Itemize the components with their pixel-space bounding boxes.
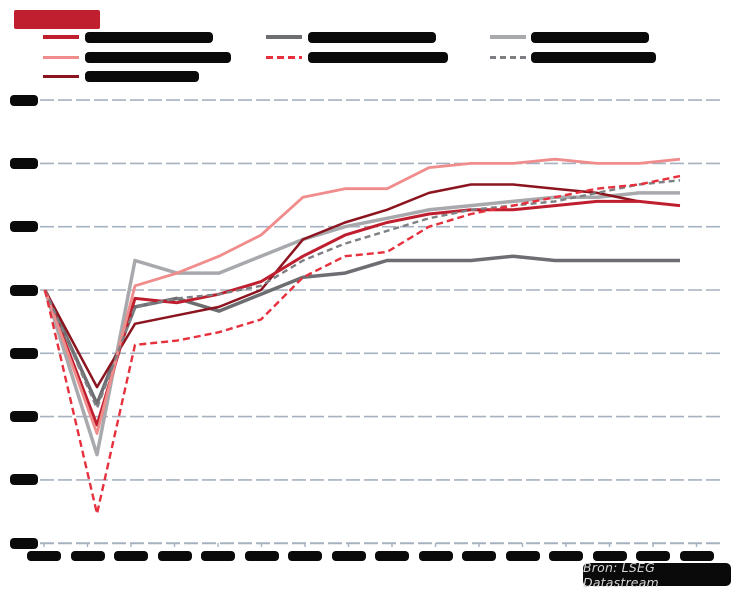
y-axis-label-redacted bbox=[10, 537, 38, 549]
x-axis-label-redacted bbox=[27, 551, 61, 561]
legend-swatch-lightgray-solid-thick bbox=[490, 35, 526, 39]
x-axis-label-redacted bbox=[418, 551, 453, 561]
legend-label-redacted bbox=[308, 51, 448, 63]
legend-swatch-salmon-solid bbox=[43, 55, 79, 59]
x-axis-label-redacted bbox=[505, 551, 540, 561]
series-line-darkred-solid bbox=[43, 183, 640, 389]
x-axis-label-redacted bbox=[462, 551, 496, 561]
series-line-red-solid-thick bbox=[43, 199, 681, 427]
legend-label-redacted bbox=[531, 51, 656, 63]
x-axis-label-redacted bbox=[244, 551, 279, 561]
legend-label-redacted bbox=[308, 31, 436, 43]
legend-swatch-red-dashed bbox=[266, 55, 302, 59]
source-credit-badge: Bron: LSEG Datastream bbox=[583, 560, 731, 590]
x-axis-label-redacted bbox=[679, 551, 714, 561]
y-axis-label-redacted bbox=[10, 347, 38, 359]
x-axis-label-redacted bbox=[375, 551, 409, 561]
x-axis-label-redacted bbox=[114, 551, 148, 561]
y-axis-label-redacted bbox=[10, 474, 38, 486]
x-axis-label-redacted bbox=[70, 551, 105, 561]
x-axis-label-redacted bbox=[288, 551, 322, 561]
legend-label-redacted bbox=[85, 51, 231, 63]
x-axis-label-redacted bbox=[549, 551, 583, 561]
x-axis-label-redacted bbox=[636, 551, 670, 561]
legend-swatch-gray-dashed bbox=[490, 55, 526, 59]
y-axis-label-redacted bbox=[10, 94, 38, 106]
legend-swatch-red-solid-thick bbox=[43, 35, 79, 39]
series-line-red-dashed bbox=[43, 174, 681, 515]
legend-swatch-gray-solid-thick bbox=[266, 35, 302, 39]
x-axis-label-redacted bbox=[157, 551, 192, 561]
x-axis-label-redacted bbox=[201, 551, 235, 561]
legend-label-redacted bbox=[531, 31, 649, 43]
series-line-gray-dashed bbox=[43, 179, 681, 410]
y-axis-label-redacted bbox=[10, 221, 38, 233]
x-axis-label-redacted bbox=[592, 551, 627, 561]
y-axis-label-redacted bbox=[10, 411, 38, 423]
y-axis-label-redacted bbox=[10, 284, 38, 296]
series-line-gray-solid-thick bbox=[43, 254, 680, 406]
title-redaction-box bbox=[14, 10, 100, 29]
series-line-salmon-solid bbox=[43, 157, 681, 435]
x-axis-label-redacted bbox=[331, 551, 366, 561]
source-credit-text: Bron: LSEG Datastream bbox=[583, 559, 659, 590]
y-axis-label-redacted bbox=[10, 157, 38, 169]
legend-swatch-darkred-solid bbox=[43, 74, 79, 78]
legend-label-redacted bbox=[85, 70, 199, 82]
legend-label-redacted bbox=[85, 31, 213, 43]
